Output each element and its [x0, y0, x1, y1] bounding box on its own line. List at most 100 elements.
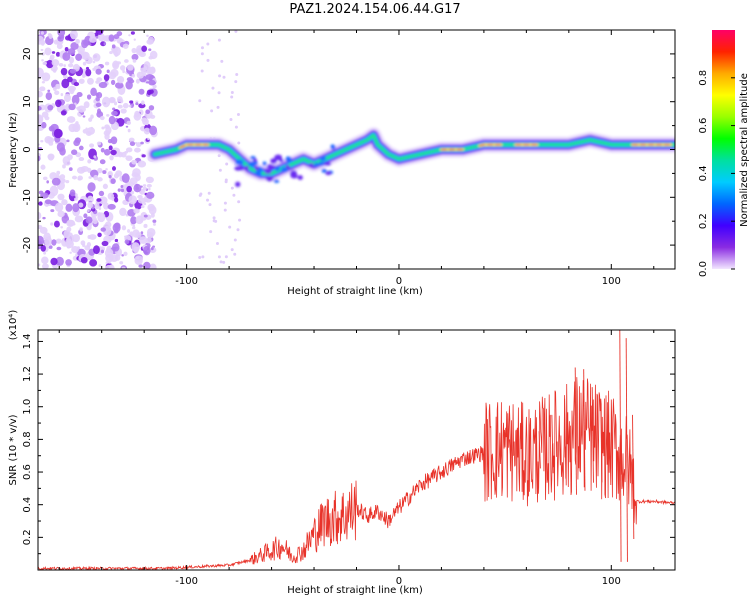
noise-blob: [121, 254, 124, 257]
noise-blob: [128, 34, 131, 37]
noise-blob: [87, 234, 91, 240]
noise-blob: [67, 219, 76, 227]
noise-blob: [51, 239, 57, 246]
ridge-fragment: [275, 165, 280, 172]
noise-blob: [92, 60, 96, 64]
noise-blob: [56, 174, 60, 178]
noise-blob: [143, 223, 148, 228]
colorbar-tick-label: 0.0: [698, 261, 709, 277]
noise-blob: [56, 246, 62, 251]
noise-blob: [42, 61, 48, 65]
noise-blob: [64, 35, 72, 41]
snr-spike: [632, 414, 635, 539]
noise-blob: [146, 34, 149, 38]
noise-blob: [41, 81, 46, 84]
noise-blob: [130, 216, 137, 225]
noise-blob: [86, 209, 90, 213]
ridge-fragment: [308, 162, 314, 168]
noise-blob: [198, 256, 202, 260]
noise-blob: [135, 173, 141, 182]
noise-blob: [38, 155, 41, 162]
noise-blob: [230, 91, 234, 95]
noise-blob: [135, 256, 140, 260]
noise-blob: [127, 64, 134, 71]
noise-blob: [223, 201, 227, 205]
noise-blob: [234, 80, 238, 84]
noise-blob: [148, 55, 154, 60]
noise-blob: [39, 226, 48, 234]
noise-blob: [125, 147, 133, 153]
noise-blob: [131, 73, 136, 78]
noise-blob: [45, 92, 53, 101]
noise-blob: [143, 66, 148, 72]
colorbar-label: Normalized spectral amplitude: [739, 73, 750, 227]
noise-blob: [112, 107, 116, 111]
noise-blob: [107, 203, 116, 210]
noise-blob: [67, 63, 74, 68]
noise-blob: [140, 141, 144, 145]
noise-blob: [147, 203, 156, 212]
noise-blob: [38, 224, 43, 230]
noise-blob: [200, 69, 204, 73]
noise-blob: [114, 222, 121, 230]
noise-blob: [114, 254, 121, 261]
noise-blob: [38, 235, 44, 246]
noise-blob: [102, 183, 108, 190]
noise-blob: [111, 243, 120, 252]
noise-blob: [138, 88, 145, 95]
noise-blob: [230, 248, 234, 252]
noise-blob: [69, 251, 72, 254]
noise-blob: [92, 67, 96, 71]
noise-blob: [102, 170, 107, 174]
noise-blob: [62, 164, 66, 169]
noise-blob: [129, 231, 134, 236]
noise-blob: [135, 78, 140, 84]
snr-spike: [564, 398, 567, 479]
noise-blob: [82, 115, 86, 118]
noise-blob: [89, 203, 92, 206]
noise-blob: [66, 226, 72, 233]
noise-blob: [140, 231, 144, 235]
noise-blob: [55, 83, 60, 89]
noise-blob: [48, 245, 53, 249]
noise-blob: [135, 231, 142, 239]
noise-blob: [61, 178, 66, 182]
noise-blob: [43, 176, 48, 181]
noise-blob: [117, 151, 123, 158]
x-tick-label: 100: [602, 276, 621, 287]
noise-blob: [236, 112, 240, 116]
noise-blob: [41, 256, 49, 265]
noise-blob: [119, 261, 124, 265]
noise-blob: [55, 51, 61, 57]
snr-spike: [508, 439, 512, 459]
noise-blob: [101, 126, 105, 130]
noise-blob: [229, 118, 233, 122]
noise-blob: [100, 249, 105, 254]
noise-blob: [105, 126, 112, 135]
noise-blob: [56, 43, 63, 50]
noise-blob: [105, 253, 114, 263]
noise-blob: [111, 44, 116, 49]
noise-blob: [214, 219, 218, 223]
noise-blob: [46, 180, 49, 184]
snr-panel: -100 0 100 0.2 0.4 0.6 0.8 1.0 1.2 1.4 Height of …: [8, 310, 676, 596]
noise-blob: [50, 209, 55, 213]
noise-blob: [230, 186, 234, 190]
noise-blob: [92, 218, 98, 225]
noise-blob: [56, 170, 61, 175]
noise-blob: [38, 90, 43, 98]
noise-blob: [69, 189, 76, 197]
noise-blob: [117, 104, 123, 109]
y-tick-label: 20: [22, 48, 33, 61]
noise-blob: [50, 222, 54, 226]
noise-blob: [54, 90, 60, 96]
noise-blob: [71, 149, 78, 156]
noise-blob: [53, 39, 60, 45]
noise-blob: [62, 51, 71, 61]
noise-blob: [51, 59, 60, 67]
noise-blob: [206, 198, 210, 202]
noise-blob: [122, 43, 129, 49]
noise-blob: [72, 122, 81, 133]
noise-blob: [143, 245, 151, 256]
noise-blob: [110, 136, 118, 145]
